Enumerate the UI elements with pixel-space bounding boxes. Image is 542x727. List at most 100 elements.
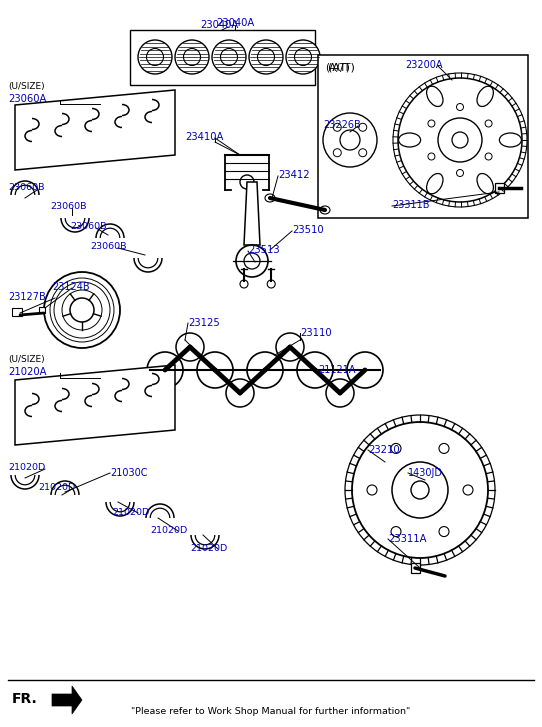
Circle shape [257, 49, 274, 65]
Ellipse shape [427, 87, 443, 106]
Circle shape [439, 443, 449, 454]
Circle shape [463, 485, 473, 495]
Circle shape [240, 280, 248, 288]
Text: 21020D: 21020D [112, 508, 149, 517]
Circle shape [391, 526, 401, 537]
Circle shape [267, 280, 275, 288]
Text: 21020D: 21020D [190, 544, 227, 553]
Text: 23311A: 23311A [388, 534, 427, 544]
Ellipse shape [477, 174, 493, 194]
Circle shape [176, 333, 204, 361]
Circle shape [485, 120, 492, 127]
Text: 23060B: 23060B [8, 183, 44, 192]
Circle shape [226, 379, 254, 407]
Ellipse shape [320, 206, 330, 214]
Text: 21121A: 21121A [318, 365, 356, 375]
Text: 23510: 23510 [292, 225, 324, 235]
Circle shape [70, 298, 94, 322]
Text: 21020D: 21020D [38, 483, 75, 492]
Text: (U/SIZE): (U/SIZE) [8, 355, 44, 364]
Circle shape [286, 40, 320, 74]
Text: 23311B: 23311B [392, 200, 429, 210]
Circle shape [212, 40, 246, 74]
Text: (U/SIZE): (U/SIZE) [8, 82, 44, 91]
Text: 23412: 23412 [278, 170, 309, 180]
Text: 21020D: 21020D [150, 526, 187, 535]
Circle shape [411, 481, 429, 499]
Circle shape [333, 124, 341, 132]
Text: 23060B: 23060B [70, 222, 106, 231]
Circle shape [333, 149, 341, 157]
Text: 23040A: 23040A [200, 20, 238, 30]
Circle shape [147, 352, 183, 388]
Circle shape [359, 149, 367, 157]
Text: 23125: 23125 [188, 318, 220, 328]
Circle shape [323, 113, 377, 167]
Circle shape [236, 245, 268, 277]
Bar [12, 308, 22, 316]
Bar [39, 307, 45, 313]
Circle shape [439, 526, 449, 537]
Ellipse shape [499, 133, 521, 147]
Text: 23040A: 23040A [216, 18, 254, 28]
Circle shape [294, 49, 312, 65]
Circle shape [247, 352, 283, 388]
Circle shape [392, 462, 448, 518]
Bar [495, 183, 504, 193]
Text: 1430JD: 1430JD [408, 468, 443, 478]
Circle shape [44, 272, 120, 348]
Circle shape [184, 49, 201, 65]
Circle shape [50, 278, 114, 342]
Circle shape [456, 103, 463, 111]
Ellipse shape [427, 174, 443, 194]
Circle shape [428, 153, 435, 160]
Circle shape [221, 49, 237, 65]
Circle shape [54, 282, 110, 338]
Circle shape [62, 290, 102, 330]
Text: 21020D: 21020D [8, 463, 45, 472]
Text: 23210: 23210 [368, 445, 399, 455]
Circle shape [352, 422, 488, 558]
Ellipse shape [265, 194, 275, 202]
Text: FR.: FR. [12, 692, 38, 706]
Text: "Please refer to Work Shop Manual for further information": "Please refer to Work Shop Manual for fu… [131, 707, 411, 716]
Text: 23110: 23110 [300, 328, 332, 338]
Text: 21020A: 21020A [8, 367, 47, 377]
Bar [130, 30, 315, 85]
Circle shape [438, 118, 482, 162]
Circle shape [249, 40, 283, 74]
Ellipse shape [477, 87, 493, 106]
Circle shape [347, 352, 383, 388]
Text: 23060B: 23060B [90, 242, 126, 251]
Text: 23200A: 23200A [405, 60, 442, 70]
Text: 23513: 23513 [248, 245, 280, 255]
Text: (A/T): (A/T) [328, 63, 355, 73]
Circle shape [175, 40, 209, 74]
Circle shape [240, 175, 254, 189]
Polygon shape [52, 686, 82, 714]
Circle shape [340, 130, 360, 150]
Circle shape [244, 253, 260, 269]
Polygon shape [15, 90, 175, 170]
Circle shape [428, 120, 435, 127]
Text: 23410A: 23410A [185, 132, 223, 142]
Polygon shape [15, 365, 175, 445]
Text: 23060A: 23060A [8, 94, 47, 104]
Circle shape [297, 352, 333, 388]
Text: 21030C: 21030C [110, 468, 147, 478]
Circle shape [367, 485, 377, 495]
Text: 23127B: 23127B [8, 292, 46, 302]
Text: 23226B: 23226B [323, 120, 361, 130]
Circle shape [398, 78, 522, 202]
Text: 23124B: 23124B [52, 282, 89, 292]
Circle shape [146, 49, 164, 65]
Circle shape [456, 169, 463, 177]
Text: 23060B: 23060B [50, 202, 87, 211]
Circle shape [485, 153, 492, 160]
Circle shape [391, 443, 401, 454]
Polygon shape [244, 182, 260, 245]
Ellipse shape [398, 133, 421, 147]
Circle shape [452, 132, 468, 148]
Bar [411, 563, 420, 573]
Circle shape [276, 333, 304, 361]
